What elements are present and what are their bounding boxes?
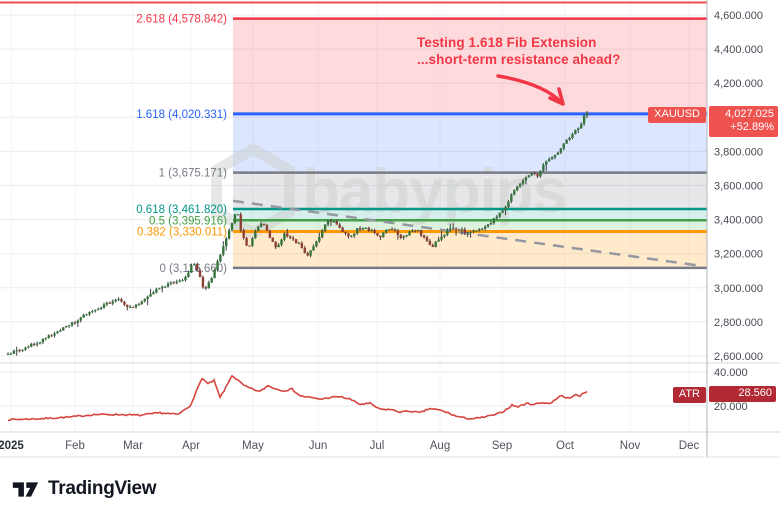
time-tick-2025: 2025 xyxy=(0,440,24,452)
annotation-arrow xyxy=(496,74,565,106)
fib-label-0.382: 0.382 (3,330.011) xyxy=(137,227,227,239)
price-chart-canvas[interactable]: babypips 2.618 (4,578.842) 1.618 (4,020.33… xyxy=(0,0,780,460)
time-tick-Oct: Oct xyxy=(556,440,575,452)
time-tick-Apr: Apr xyxy=(182,440,200,452)
time-tick-Nov: Nov xyxy=(620,440,641,452)
time-tick-Feb: Feb xyxy=(65,440,85,452)
babypips-watermark: babypips xyxy=(211,142,567,240)
fib-label-1.618: 1.618 (4,020.331) xyxy=(136,109,227,121)
fib-label-0.5: 0.5 (3,395.916) xyxy=(149,215,227,227)
time-tick-Aug: Aug xyxy=(430,440,450,452)
time-tick-Mar: Mar xyxy=(123,440,143,452)
price-tick-3200: 3,200.000 xyxy=(714,249,763,261)
atr-tick-40: 40.000 xyxy=(714,367,748,379)
fib-label-0.618: 0.618 (3,461.820) xyxy=(136,204,227,216)
time-tick-Jul: Jul xyxy=(370,440,385,452)
tradingview-logo-text: TradingView xyxy=(48,478,157,499)
symbol-tag: XAUUSD xyxy=(648,107,706,123)
grid xyxy=(0,0,707,432)
fib-labels: 2.618 (4,578.842) 1.618 (4,020.331) 1 (3,6… xyxy=(136,14,227,275)
watermark-text: babypips xyxy=(302,157,566,226)
fib-label-2.618: 2.618 (4,578.842) xyxy=(136,14,227,26)
price-tick-3000: 3,000.000 xyxy=(714,283,763,295)
annotation-line1: Testing 1.618 Fib Extension xyxy=(417,35,597,50)
fib-label-0: 0 (3,116.660) xyxy=(159,263,227,275)
fib-label-1: 1 (3,675.171) xyxy=(159,168,228,180)
atr-tick-20: 20.000 xyxy=(714,401,748,413)
price-tick-3800: 3,800.000 xyxy=(714,146,763,158)
time-tick-Jun: Jun xyxy=(309,440,328,452)
time-axis[interactable]: 2025 Feb Mar Apr May Jun Jul Aug Sep Oct Nov Dec xyxy=(0,440,699,452)
annotation-note: Testing 1.618 Fib Extension ...short-ter… xyxy=(417,34,620,68)
annotation-line2: ...short-term resistance ahead? xyxy=(417,52,621,67)
last-price-value: 4,027.025 xyxy=(725,108,774,120)
last-price-badge: 4,027.025 +52.89% xyxy=(709,106,778,137)
price-tick-2600: 2,600.000 xyxy=(714,351,763,363)
last-price-change: +52.89% xyxy=(730,121,774,133)
price-tick-3400: 3,400.000 xyxy=(714,215,763,227)
price-tick-4200: 4,200.000 xyxy=(714,78,763,90)
price-tick-4600: 4,600.000 xyxy=(714,10,763,22)
price-tick-2800: 2,800.000 xyxy=(714,317,763,329)
fib-lines xyxy=(233,17,707,270)
time-tick-Sep: Sep xyxy=(492,440,512,452)
atr-tag: ATR xyxy=(672,387,706,403)
time-tick-Dec: Dec xyxy=(679,440,700,452)
price-axis[interactable]: 4,600.0004,400.0004,200.0004,000.0003,80… xyxy=(714,10,763,413)
price-tick-3600: 3,600.000 xyxy=(714,181,763,193)
price-tick-4400: 4,400.000 xyxy=(714,44,763,56)
pane-separators xyxy=(0,0,780,458)
tradingview-logo[interactable]: TradingView xyxy=(12,478,157,500)
tradingview-logo-icon xyxy=(12,481,39,497)
atr-value-badge: 28.560 xyxy=(709,386,776,402)
fib-zones xyxy=(233,18,707,268)
time-tick-May: May xyxy=(242,440,264,452)
atr-line xyxy=(7,374,588,422)
candlestick-series xyxy=(6,111,589,356)
